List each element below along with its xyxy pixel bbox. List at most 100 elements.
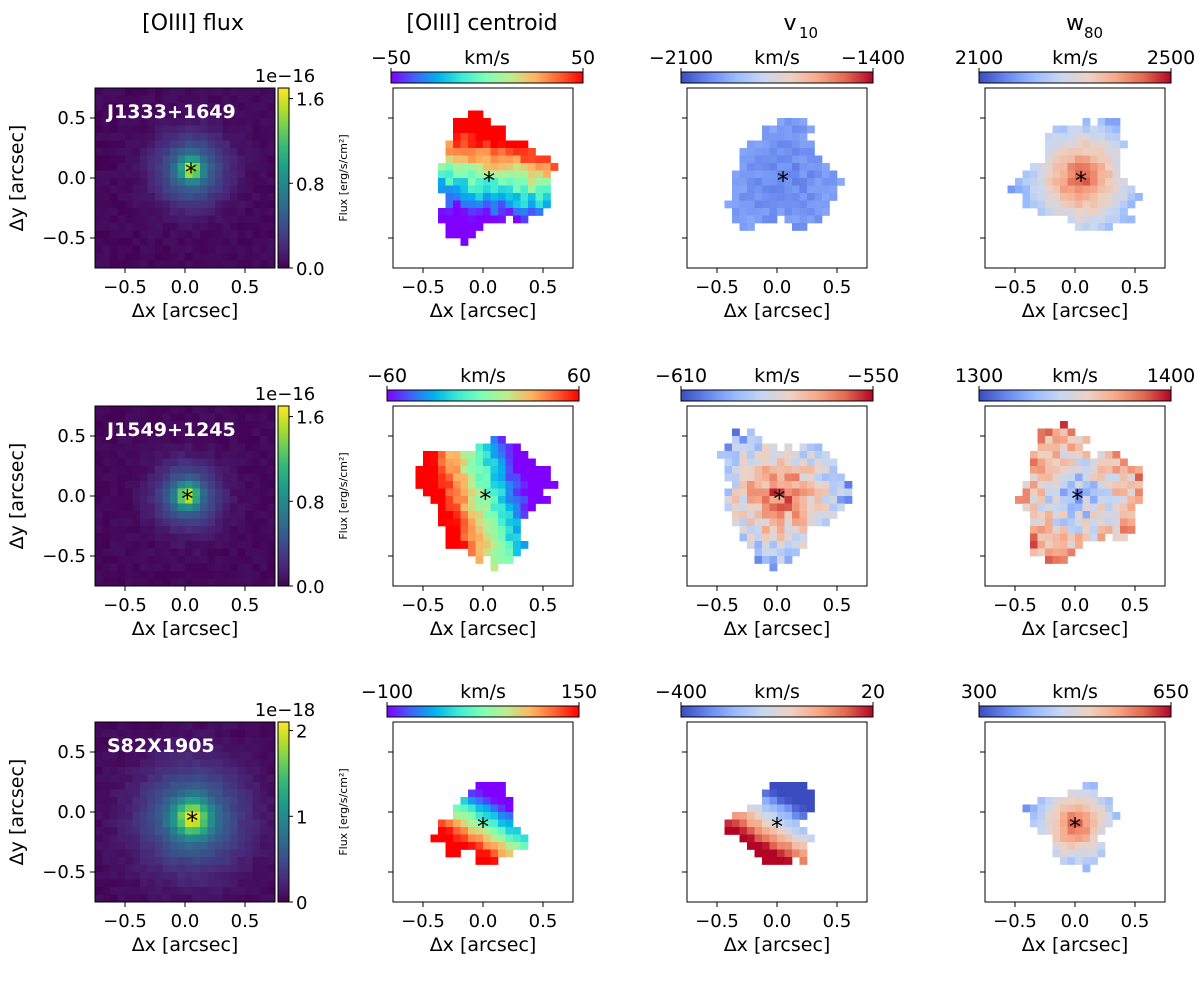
colorbar-label: Flux [erg/s/cm²] — [337, 134, 350, 221]
colorbar-gradient — [978, 71, 1172, 84]
x-tick-label: 0.5 — [529, 595, 558, 616]
x-tick-label: 0.5 — [823, 911, 852, 932]
colorbar: 2100 2500 km/s — [955, 47, 1195, 84]
panel-0-1: * −0.5 0.0 0.5Δx [arcsec] −50 50 km/s — [371, 47, 595, 322]
x-tick-label: −0.5 — [401, 911, 445, 932]
colorbar-tick-label: 0.8 — [296, 492, 325, 513]
heatmap-cells — [1015, 421, 1143, 564]
panel-2-2: * −0.5 0.0 0.5Δx [arcsec] −400 20 km/s — [655, 681, 885, 956]
panel-2-1: * −0.5 0.0 0.5Δx [arcsec] −100 150 km/s — [361, 681, 597, 956]
heatmap-cells — [430, 782, 529, 865]
colorbar-tick-label: 20 — [861, 681, 885, 703]
heatmap-cells — [95, 406, 276, 587]
colorbar: 1300 1400 km/s — [955, 365, 1195, 402]
x-tick-label: 0.0 — [1061, 277, 1090, 298]
colorbar-tick-label: 2 — [296, 722, 307, 743]
x-axis-label: Δx [arcsec] — [132, 934, 239, 956]
x-tick-label: 0.5 — [1121, 911, 1150, 932]
colorbar-tick-label: 1.6 — [296, 90, 325, 111]
x-tick-label: 0.5 — [231, 911, 260, 932]
x-tick-label: 0.5 — [231, 595, 260, 616]
nucleus-marker: * — [773, 485, 785, 513]
colorbar-gradient — [277, 721, 290, 903]
panel-0-3: * −0.5 0.0 0.5Δx [arcsec] 2100 2500 km/s — [955, 47, 1195, 322]
x-tick-label: 0.5 — [529, 911, 558, 932]
x-tick-label: 0.5 — [529, 277, 558, 298]
heatmap-cells — [1022, 782, 1121, 873]
colorbar-tick-label: −400 — [655, 681, 707, 703]
nucleus-marker: * — [483, 167, 495, 195]
colorbar-tick-label: 0.0 — [296, 577, 325, 598]
colorbar-tick-label: 50 — [571, 47, 595, 69]
y-tick-label: −0.5 — [42, 862, 86, 883]
colorbar: 1.6 0.8 0.0 1e−16 Flux [erg/s/cm²] — [255, 66, 350, 280]
object-label: J1549+1245 — [105, 419, 236, 441]
panel-1-2: * −0.5 0.0 0.5Δx [arcsec] −610 −550 km/s — [655, 365, 899, 640]
x-axis-label: Δx [arcsec] — [1022, 618, 1129, 640]
colorbar-tick-label: 150 — [561, 681, 597, 703]
nucleus-marker: * — [771, 813, 783, 841]
colorbar-tick-label: 2500 — [1147, 47, 1195, 69]
x-tick-label: 0.0 — [469, 595, 498, 616]
colorbar-gradient — [386, 389, 580, 402]
y-tick-label: 0.0 — [57, 486, 86, 507]
heatmap-cells — [95, 722, 276, 903]
panel-0-2: * −0.5 0.0 0.5Δx [arcsec] −2100 −1400 km/s — [649, 47, 905, 322]
column-title-1: [OIII] centroid — [406, 11, 557, 36]
heatmap-cells — [95, 88, 276, 269]
colorbar-unit: km/s — [754, 681, 800, 703]
x-tick-label: −0.5 — [103, 911, 147, 932]
colorbar-label: Flux [erg/s/cm²] — [337, 768, 350, 855]
x-tick-label: 0.5 — [1121, 595, 1150, 616]
colorbar-tick-label: 60 — [567, 365, 591, 387]
x-tick-label: 0.0 — [469, 277, 498, 298]
colorbar: −60 60 km/s — [367, 365, 591, 402]
colorbar-tick-label: 1 — [296, 807, 307, 828]
x-tick-label: −0.5 — [103, 595, 147, 616]
y-axis-label: Δy [arcsec] — [6, 759, 28, 866]
x-tick-label: 0.0 — [763, 277, 792, 298]
colorbar-unit: km/s — [464, 47, 510, 69]
x-tick-label: −0.5 — [993, 277, 1037, 298]
x-tick-label: 0.0 — [763, 911, 792, 932]
x-tick-label: 0.0 — [469, 911, 498, 932]
column-title-subscript-2: 10 — [799, 24, 818, 42]
y-tick-label: 0.5 — [57, 426, 86, 447]
nucleus-marker: * — [1069, 813, 1081, 841]
y-tick-label: 0.0 — [57, 168, 86, 189]
column-title-2: v — [783, 11, 796, 36]
y-tick-label: 0.5 — [57, 742, 86, 763]
panel-2-0: S82X1905*−0.5 0.0 0.5Δx [arcsec]0.50.0−0.5… — [6, 700, 350, 956]
column-title-subscript-3: 80 — [1084, 24, 1103, 42]
colorbar-gradient — [978, 705, 1172, 718]
object-label: S82X1905 — [107, 735, 215, 757]
colorbar-unit: km/s — [460, 681, 506, 703]
x-tick-label: 0.0 — [763, 595, 792, 616]
y-axis-label: Δy [arcsec] — [6, 443, 28, 550]
x-tick-label: 0.0 — [1061, 595, 1090, 616]
colorbar-unit: km/s — [754, 47, 800, 69]
x-axis-label: Δx [arcsec] — [1022, 300, 1129, 322]
x-tick-label: 0.5 — [1121, 277, 1150, 298]
colorbar-gradient — [680, 71, 874, 84]
colorbar-unit: km/s — [1052, 47, 1098, 69]
colorbar: −2100 −1400 km/s — [649, 47, 905, 84]
colorbar-tick-label: 0.0 — [296, 259, 325, 280]
nucleus-marker: * — [186, 807, 198, 835]
x-tick-label: −0.5 — [993, 911, 1037, 932]
panel-1-0: J1549+1245*−0.5 0.0 0.5Δx [arcsec]0.50.0−0… — [6, 384, 350, 640]
colorbar-tick-label: 1400 — [1147, 365, 1195, 387]
x-axis-label: Δx [arcsec] — [430, 300, 537, 322]
y-axis-label: Δy [arcsec] — [6, 125, 28, 232]
x-axis-label: Δx [arcsec] — [132, 300, 239, 322]
x-tick-label: −0.5 — [103, 277, 147, 298]
colorbar-unit: km/s — [460, 365, 506, 387]
colorbar: −50 50 km/s — [371, 47, 595, 84]
x-tick-label: 0.5 — [231, 277, 260, 298]
colorbar-unit: km/s — [1052, 365, 1098, 387]
nucleus-marker: * — [1075, 167, 1087, 195]
colorbar-tick-label: −60 — [367, 365, 407, 387]
x-tick-label: −0.5 — [993, 595, 1037, 616]
